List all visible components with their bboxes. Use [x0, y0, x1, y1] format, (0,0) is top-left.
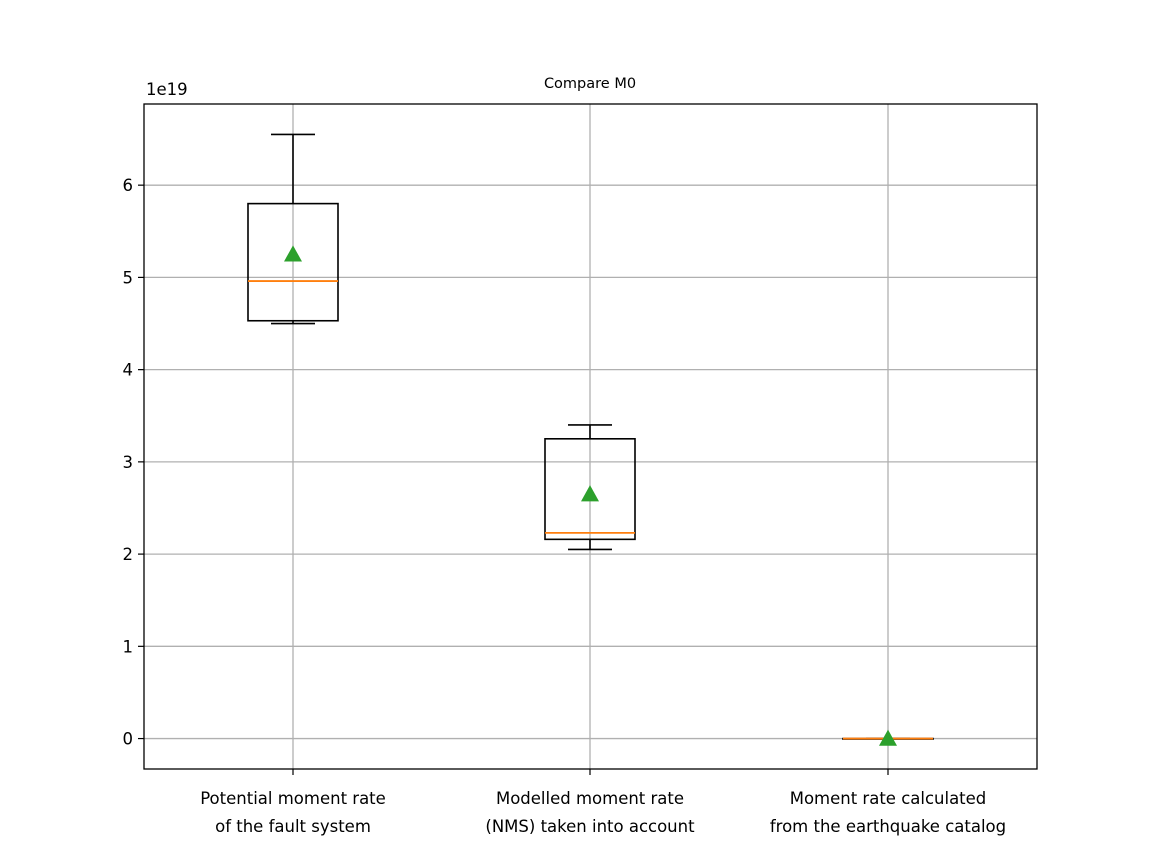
- x-tick-label: Modelled moment rate: [496, 789, 684, 808]
- mean-marker: [581, 485, 599, 502]
- x-tick-label: of the fault system: [215, 817, 371, 836]
- chart-title: Compare M0: [544, 76, 636, 92]
- x-tick-label: (NMS) taken into account: [485, 817, 695, 836]
- y-tick-label: 2: [123, 545, 134, 564]
- mean-marker: [879, 729, 897, 746]
- x-tick-label: from the earthquake catalog: [770, 817, 1006, 836]
- box-body: [544, 438, 636, 541]
- box-2: [544, 424, 636, 551]
- x-tick-label: Moment rate calculated: [790, 789, 987, 808]
- box-body: [247, 202, 339, 322]
- box-3: [842, 729, 934, 746]
- box-1: [247, 133, 339, 325]
- y-tick-label: 5: [123, 268, 134, 287]
- y-tick-label: 6: [123, 176, 134, 195]
- y-tick-label: 4: [123, 361, 134, 380]
- y-tick-label: 1: [123, 637, 134, 656]
- x-tick-label: Potential moment rate: [200, 789, 386, 808]
- y-axis: 0 1 2 3 4 5 6: [123, 176, 144, 749]
- y-offset-label: 1e19: [146, 80, 188, 99]
- y-tick-label: 0: [123, 730, 134, 749]
- boxes: [247, 133, 934, 746]
- x-axis: Potential moment rate of the fault system…: [200, 769, 1006, 836]
- mean-marker: [284, 245, 302, 262]
- y-tick-label: 3: [123, 453, 134, 472]
